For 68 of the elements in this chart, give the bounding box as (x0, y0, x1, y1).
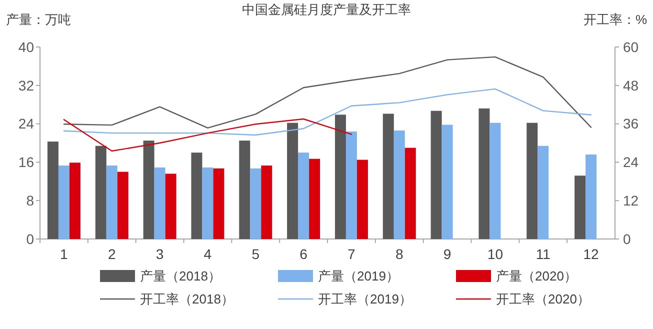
bar (143, 140, 154, 239)
bar (261, 166, 272, 239)
x-tick-label: 10 (487, 246, 504, 262)
bar (430, 110, 442, 239)
x-tick-label: 8 (395, 246, 404, 262)
bar (165, 174, 176, 239)
bar (538, 146, 549, 239)
x-tick-label: 6 (300, 246, 308, 262)
bar (154, 167, 166, 239)
y2-tick-label: 60 (623, 38, 639, 55)
bar (213, 168, 224, 239)
y-tick-label: 8 (26, 192, 34, 208)
x-tick-label: 11 (536, 246, 551, 262)
legend-label: 产量（2020） (496, 268, 577, 284)
y-tick-label: 32 (18, 77, 34, 94)
x-tick-label: 3 (156, 246, 164, 262)
x-tick-label: 12 (583, 246, 600, 262)
legend-label: 开工率（2018） (140, 292, 234, 307)
y-tick-label: 40 (18, 38, 34, 55)
x-tick-label: 2 (108, 246, 116, 262)
y2-tick-label: 36 (623, 116, 639, 132)
x-tick-label: 4 (204, 246, 212, 262)
line-series (63, 56, 592, 129)
bar (250, 168, 262, 239)
x-tick-label: 1 (60, 246, 68, 262)
y-tick-label: 0 (26, 230, 34, 247)
y-axis-title: 产量：万吨 (6, 12, 71, 27)
bar (239, 140, 250, 239)
bar (394, 130, 405, 239)
bar (47, 142, 58, 239)
bar (69, 162, 80, 239)
x-tick-label: 9 (443, 246, 452, 262)
y2-tick-label: 24 (623, 154, 639, 170)
bar (442, 124, 453, 239)
legend-label: 开工率（2020） (496, 292, 590, 307)
y2-axis-title: 开工率：% (583, 12, 648, 27)
bar (95, 146, 106, 239)
y2-tick-label: 0 (623, 230, 631, 247)
y-tick-label: 16 (18, 154, 34, 170)
line-series (63, 88, 592, 136)
bar (478, 108, 490, 239)
bar (346, 131, 357, 239)
bar (382, 114, 394, 239)
y2-tick-label: 48 (623, 77, 639, 94)
bar (106, 166, 118, 239)
bar (574, 176, 586, 239)
bar (309, 158, 320, 239)
x-tick-label: 7 (348, 246, 356, 262)
bar (586, 154, 597, 239)
legend-label: 开工率（2019） (318, 292, 412, 307)
x-tick-label: 5 (252, 246, 260, 262)
bar (202, 167, 214, 239)
bar (404, 148, 416, 239)
chart-title: 中国金属硅月度产量及开工率 (242, 2, 411, 17)
bar (334, 114, 346, 239)
bar (58, 166, 70, 239)
legend-label: 产量（2018） (140, 268, 221, 284)
bar (356, 160, 368, 239)
y2-tick-label: 12 (623, 192, 639, 208)
bar (191, 152, 202, 239)
line-series (63, 118, 352, 152)
y-tick-label: 24 (18, 116, 34, 132)
bar (117, 172, 128, 239)
bar (526, 122, 538, 239)
bar (287, 122, 298, 239)
legend-label: 产量（2019） (318, 268, 399, 284)
bar (490, 122, 501, 239)
bar (298, 152, 310, 239)
